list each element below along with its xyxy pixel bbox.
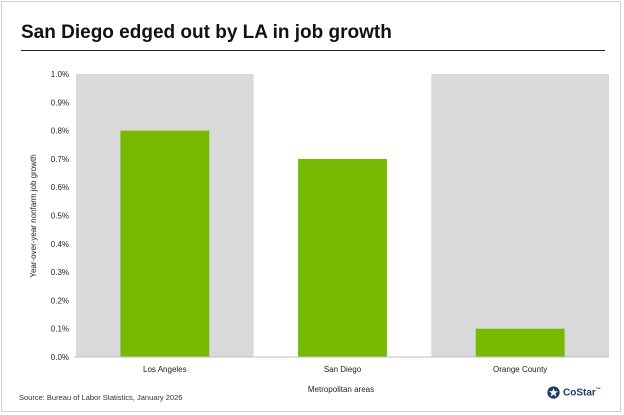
y-tick-label: 0.2% — [51, 296, 69, 305]
bar-san-diego — [298, 158, 387, 357]
x-tick-labels: Los Angeles San Diego Orange County — [143, 365, 547, 374]
y-tick-label: 0.6% — [51, 183, 69, 192]
category-band — [431, 74, 609, 357]
costar-star-icon — [547, 386, 560, 399]
x-tick-label: Los Angeles — [143, 365, 187, 374]
y-tick-label: 0.0% — [51, 353, 69, 362]
costar-wordmark: CoStar™ — [563, 386, 601, 399]
y-tick-label: 0.4% — [51, 240, 69, 249]
y-tick-label: 0.9% — [51, 98, 69, 107]
y-tick-label: 1.0% — [51, 70, 69, 79]
bar-los-angeles — [120, 130, 210, 357]
bars — [120, 130, 565, 357]
chart-title: San Diego edged out by LA in job growth — [21, 22, 392, 43]
y-tick-label: 0.1% — [51, 325, 69, 334]
y-tick-label: 0.5% — [51, 212, 69, 221]
x-axis-label: Metropolitan areas — [308, 385, 374, 394]
y-axis-label: Year-over-year nonfarm job growth — [29, 154, 38, 277]
y-tick-label: 0.3% — [51, 268, 69, 277]
x-tick-label: San Diego — [324, 365, 362, 374]
x-tick-label: Orange County — [493, 365, 547, 374]
y-tick-label: 0.8% — [51, 127, 69, 136]
costar-logo: CoStar™ — [547, 386, 601, 399]
y-tick-label: 0.7% — [51, 155, 69, 164]
source-note: Source: Bureau of Labor Statistics, Janu… — [19, 393, 183, 402]
y-tick-labels: 0.0% 0.1% 0.2% 0.3% 0.4% 0.5% 0.6% 0.7% 0.8% 0.9%… — [51, 70, 69, 362]
category-bands — [76, 74, 609, 357]
bar-orange-county — [475, 328, 565, 357]
title-divider — [21, 50, 605, 51]
